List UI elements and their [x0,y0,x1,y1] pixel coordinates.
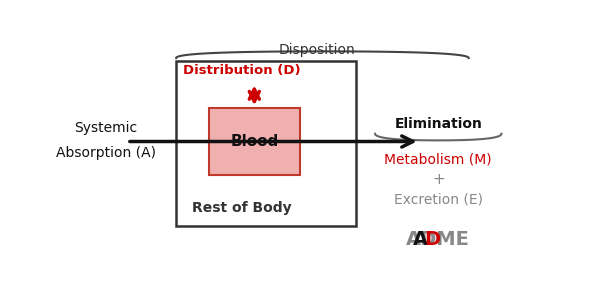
Text: +: + [432,172,445,187]
Text: ADME: ADME [406,230,471,249]
Text: Elimination: Elimination [394,117,482,131]
Text: Excretion (E): Excretion (E) [394,192,483,206]
Text: Rest of Body: Rest of Body [192,201,292,215]
Text: Disposition: Disposition [278,43,355,57]
Text: A: A [413,230,428,249]
Text: Absorption (A): Absorption (A) [56,146,156,160]
Text: Blood: Blood [230,134,278,149]
Text: D: D [425,230,441,249]
Text: Distribution (D): Distribution (D) [183,64,300,77]
Text: Metabolism (M): Metabolism (M) [385,152,492,166]
Bar [209,108,300,175]
Bar [176,61,356,226]
Text: Systemic: Systemic [74,121,138,135]
